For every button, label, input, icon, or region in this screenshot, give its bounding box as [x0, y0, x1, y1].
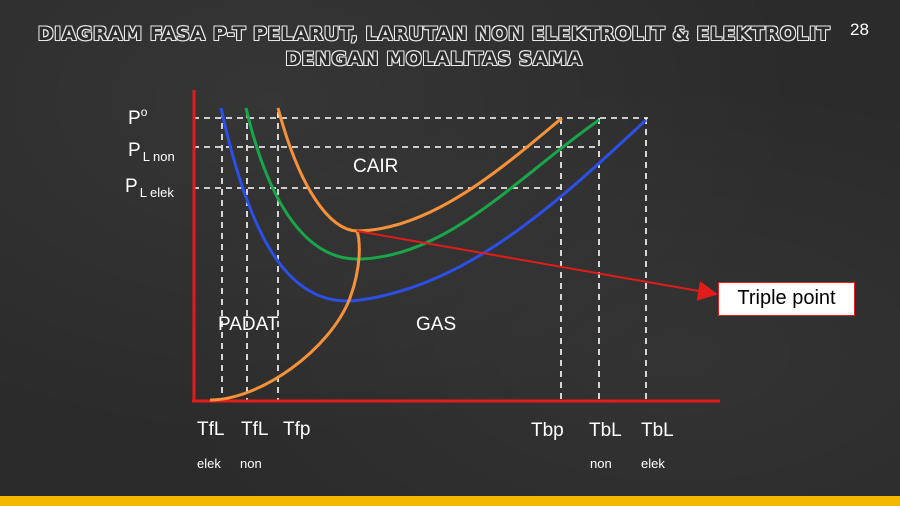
page-number: 28 [850, 20, 869, 39]
guide-lines [193, 112, 648, 400]
curve-pelarut-upper [276, 107, 563, 233]
label-tfl-elek: TfL [197, 419, 224, 440]
label-pl-non-main: P [128, 140, 141, 161]
region-cair: CAIR [353, 156, 398, 177]
curve-non-elektrolit [244, 107, 600, 261]
label-pl-non-sub: L non [143, 149, 175, 164]
curve-pelarut-sublimasi [209, 230, 361, 402]
label-tfl-elek-sub: elek [197, 456, 221, 471]
title-line-2: DENGAN MOLALITAS SAMA [285, 48, 583, 70]
label-p0: Po [128, 105, 148, 129]
slide-title: DIAGRAM FASA P-T PELARUT, LARUTAN NON EL… [0, 22, 868, 72]
label-tbl-elek-sub: elek [641, 456, 665, 471]
label-tbl-non-sub: non [590, 456, 612, 471]
label-p0-main: P [128, 108, 141, 129]
label-tfl-non-sub: non [240, 456, 262, 471]
label-pl-elek-sub: L elek [140, 185, 175, 200]
label-tfl-non: TfL [241, 419, 268, 440]
title-line-1: DIAGRAM FASA P-T PELARUT, LARUTAN NON EL… [37, 23, 831, 45]
triple-point-arrow [356, 230, 718, 301]
label-tfp: Tfp [283, 419, 310, 440]
label-tbp: Tbp [531, 420, 564, 441]
label-pl-elek-main: P [125, 176, 138, 197]
bottom-accent-bar [0, 496, 900, 506]
curve-elektrolit [219, 107, 648, 303]
label-p0-sup: o [141, 105, 148, 119]
region-gas: GAS [416, 314, 456, 335]
label-tbl-non: TbL [589, 420, 622, 441]
region-padat: PADAT [218, 314, 279, 335]
label-tbl-elek: TbL [641, 420, 674, 441]
triple-point-callout: Triple point [718, 282, 855, 316]
